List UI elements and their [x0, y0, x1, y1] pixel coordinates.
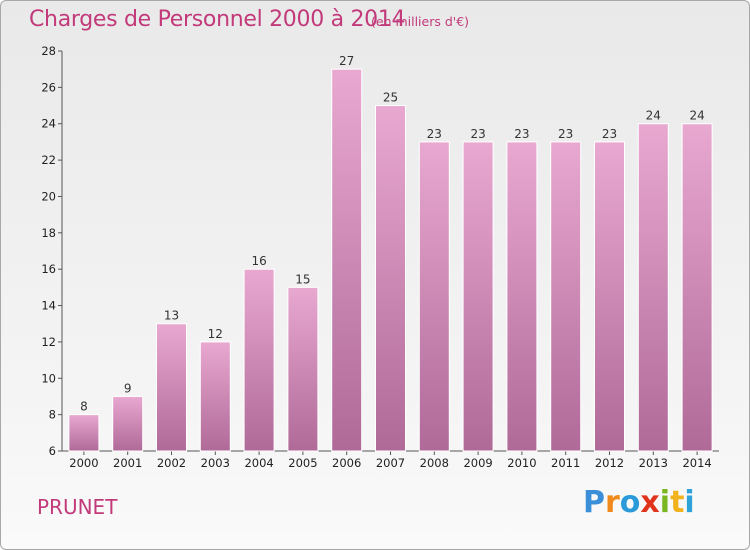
bar [375, 105, 406, 452]
axes: 6 8 10 12 14 16 18 20 22 24 26 28 [41, 44, 719, 458]
data-label: 15 [295, 272, 310, 286]
y-tick-label: 18 [41, 226, 56, 240]
bar [550, 141, 582, 452]
x-tick-label: 2002 [157, 456, 186, 470]
proxiti-logo: Proxiti [583, 485, 695, 520]
y-tick-label: 26 [41, 80, 56, 94]
bar [462, 141, 494, 452]
x-tick-label: 2003 [201, 456, 230, 470]
data-label: 13 [164, 309, 179, 323]
bar [243, 268, 275, 452]
commune-name: PRUNET [37, 495, 118, 519]
data-label: 9 [124, 381, 132, 395]
bar [681, 123, 713, 452]
bar [594, 141, 625, 452]
data-label: 23 [427, 127, 442, 141]
y-tick-label: 10 [41, 371, 56, 385]
data-label: 24 [646, 109, 661, 123]
chart-unit: (en milliers d'€) [371, 14, 470, 29]
y-tick-label: 6 [49, 444, 56, 458]
x-tick-label: 2004 [244, 456, 273, 470]
y-tick-label: 28 [41, 44, 56, 58]
x-tick-label: 2008 [420, 456, 449, 470]
bar [156, 323, 187, 452]
labels-group: 2000 8 2001 9 2002 13 2003 12 2004 16 2005 15 2006 27… [69, 54, 711, 470]
data-label: 25 [383, 91, 398, 105]
x-tick-label: 2006 [332, 456, 361, 470]
data-label: 12 [208, 327, 223, 341]
bars-group [68, 68, 713, 452]
bar [506, 141, 538, 452]
y-tick-label: 8 [49, 408, 56, 422]
x-tick-label: 2013 [639, 456, 668, 470]
data-label: 27 [339, 54, 354, 68]
x-tick-label: 2005 [288, 456, 317, 470]
data-label: 23 [558, 127, 573, 141]
x-tick-label: 2010 [507, 456, 536, 470]
data-label: 8 [80, 400, 88, 414]
data-label: 23 [470, 127, 485, 141]
x-tick-label: 2009 [463, 456, 492, 470]
bar [112, 395, 144, 452]
bar [331, 68, 363, 452]
data-label: 23 [602, 127, 617, 141]
y-tick-label: 22 [41, 153, 56, 167]
bar [199, 341, 231, 452]
x-tick-label: 2007 [376, 456, 405, 470]
y-tick-label: 16 [41, 262, 56, 276]
y-tick-label: 24 [41, 117, 56, 131]
x-tick-label: 2000 [69, 456, 98, 470]
data-label: 24 [689, 109, 704, 123]
y-tick-label: 12 [41, 335, 56, 349]
bar [637, 123, 669, 452]
y-tick-label: 14 [41, 299, 56, 313]
data-label: 23 [514, 127, 529, 141]
x-tick-label: 2014 [682, 456, 711, 470]
y-tick-label: 20 [41, 189, 56, 203]
chart-title: Charges de Personnel 2000 à 2014 [29, 7, 406, 32]
bar [287, 286, 319, 452]
x-tick-label: 2011 [551, 456, 580, 470]
bar [418, 141, 450, 452]
x-tick-label: 2001 [113, 456, 142, 470]
bar [68, 414, 100, 452]
data-label: 16 [251, 254, 266, 268]
x-tick-label: 2012 [595, 456, 624, 470]
